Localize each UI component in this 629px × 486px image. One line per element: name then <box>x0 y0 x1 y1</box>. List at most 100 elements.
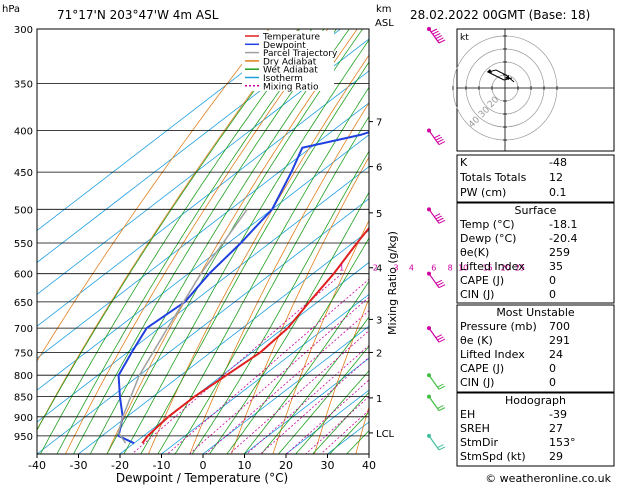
altitude-tick-label: 4 <box>376 264 382 275</box>
mu-name: θe (K) <box>460 334 493 347</box>
wind-barb <box>427 373 446 390</box>
surface-value: 0 <box>549 288 556 301</box>
pressure-unit-label: hPa <box>2 4 20 15</box>
hodograph-frame <box>456 28 615 152</box>
index-row-totals: Totals Totals 12 <box>457 171 614 185</box>
index-value: -48 <box>549 156 567 169</box>
wet-adiabat-line <box>89 29 350 454</box>
mixing-ratio-label: 1 <box>339 264 344 273</box>
surface-name: Temp (°C) <box>460 218 515 231</box>
surface-row: Lifted Index 35 <box>457 260 614 274</box>
altitude-unit-km: km <box>376 4 392 15</box>
wind-barb-flag <box>430 28 438 33</box>
wind-barb-flag <box>437 444 444 449</box>
altitude-tick-label: LCL <box>376 429 395 440</box>
wet-adiabat-line <box>277 345 369 454</box>
wind-barb-flag <box>433 213 441 218</box>
hodo-name: SREH <box>460 422 490 435</box>
surface-value: 259 <box>549 246 570 259</box>
profile-lines <box>117 131 369 445</box>
wind-barb-flag <box>437 404 444 409</box>
legend-label: Temperature <box>262 33 320 43</box>
mixing-ratio-line <box>228 330 369 454</box>
surface-value: -20.4 <box>549 232 578 245</box>
mixing-ratio-labels: 1 2 3 4 6 8 10 15 20 25 <box>339 264 525 273</box>
isotherm-line <box>37 166 369 423</box>
pressure-tick-label: 700 <box>14 324 33 335</box>
datetime-label: 28.02.2022 00GMT (Base: 18) <box>410 8 590 22</box>
wind-barb-flag <box>437 383 444 388</box>
mu-row: θe (K) 291 <box>457 334 614 348</box>
mixing-ratio-line <box>246 344 369 454</box>
altitude-tick-label: 5 <box>376 209 382 220</box>
mixing-ratio-label: 3 <box>394 264 399 273</box>
mixing-ratio-line <box>259 356 369 454</box>
wind-barb <box>427 128 446 145</box>
wind-barb-flag <box>438 446 446 451</box>
hodo-name: StmDir <box>460 436 499 449</box>
hodo-value: 29 <box>549 450 563 463</box>
copyright-label: © weatheronline.co.uk <box>485 472 611 485</box>
x-tick-label: -20 <box>111 459 129 472</box>
mixing-ratio-line <box>285 379 369 454</box>
mixing-ratio-line <box>204 310 369 454</box>
pressure-tick-label: 950 <box>14 432 33 443</box>
x-tick-label: -10 <box>153 459 171 472</box>
pressure-tick-label: 900 <box>14 413 33 424</box>
isotherm-line <box>37 198 369 454</box>
mu-value: 24 <box>549 348 563 361</box>
mu-value: 0 <box>549 362 556 375</box>
hodo-name: EH <box>460 408 476 421</box>
isotherm-line <box>37 38 369 295</box>
wind-barb-flag <box>438 385 446 390</box>
mu-value: 700 <box>549 320 570 333</box>
surface-value: 35 <box>549 260 563 273</box>
dewpoint-line <box>117 131 369 445</box>
wind-barb-flag <box>435 35 443 40</box>
axes: 3003504004505005506006507007508008509009… <box>14 25 395 472</box>
pressure-tick-label: 400 <box>14 127 33 138</box>
x-tick-label: 40 <box>362 459 376 472</box>
wind-barb <box>427 271 446 289</box>
index-value: 12 <box>549 171 563 184</box>
temperature-line <box>141 226 369 444</box>
surface-value: -18.1 <box>549 218 578 231</box>
altitude-tick-label: 3 <box>376 315 382 326</box>
isotherm-line <box>160 293 369 454</box>
mixing-ratio-label: 6 <box>431 264 436 273</box>
indices-frame <box>456 154 615 203</box>
pressure-tick-label: 850 <box>14 393 33 404</box>
mu-row: Pressure (mb) 700 <box>457 320 614 334</box>
wind-barb-flag <box>437 217 444 222</box>
legend-label: Dewpoint <box>263 41 306 51</box>
wind-barbs <box>427 27 446 451</box>
altitude-unit-asl: ASL <box>375 18 394 29</box>
surface-value: 0 <box>549 274 556 287</box>
x-tick-label: 0 <box>200 459 207 472</box>
wet-adiabat-line <box>295 370 369 454</box>
surface-row: CIN (J) 0 <box>457 288 614 302</box>
hodo-name: StmSpd (kt) <box>460 450 526 463</box>
wind-barb <box>427 394 446 412</box>
wind-barb-flag <box>437 138 444 143</box>
storm-motion-marker <box>505 75 509 80</box>
wet-adiabat-line <box>312 391 369 454</box>
mu-name: CIN (J) <box>460 376 495 389</box>
mixing-ratio-line <box>188 296 369 454</box>
wet-adiabat-line <box>260 316 369 454</box>
wind-barb-flag <box>438 338 446 343</box>
pressure-tick-label: 600 <box>14 270 33 281</box>
mixing-ratio-label: 15 <box>483 264 493 273</box>
wind-barb-flag <box>438 407 446 412</box>
mu-name: Lifted Index <box>460 348 525 361</box>
wind-barb-flag <box>435 279 443 284</box>
hodo-row: SREH 27 <box>457 422 614 436</box>
isotherm-line <box>202 325 369 454</box>
surface-name: CIN (J) <box>460 288 495 301</box>
wind-barb-flag <box>433 32 441 37</box>
mixing-ratio-line <box>305 396 369 454</box>
wind-barb-flag <box>435 215 443 220</box>
mixing-ratio-line <box>166 278 369 454</box>
most-unstable-frame <box>456 304 615 393</box>
hodograph-table-title: Hodograph <box>505 394 566 407</box>
